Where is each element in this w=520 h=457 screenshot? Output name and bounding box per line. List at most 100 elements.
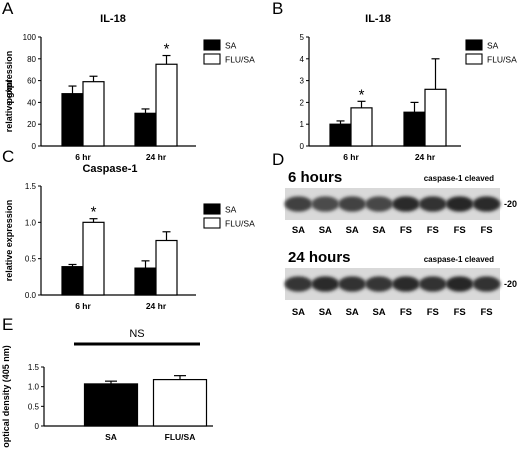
panel-a-legend-swatch-sa <box>203 39 221 51</box>
panel-e-bar-sa <box>83 383 139 427</box>
blot-strip-1: 6 hours caspase-1 cleaved SA SA SA SA FS FS FS FS… <box>284 169 517 236</box>
panel-e-category-label: FLU/SA <box>165 432 196 442</box>
panel-c-ytick-label: 0.5 <box>25 255 37 264</box>
blot-strip-2-lane-label: SA <box>319 307 332 318</box>
panel-a-category-label: 24 hr <box>146 152 167 162</box>
blot-strip-2-band <box>418 276 447 292</box>
panel-a-legend-swatch-flu-sa <box>203 53 221 65</box>
panel-a-ytick-label: 0 <box>32 142 37 151</box>
blot-strip-1-lane-label: FS <box>480 225 492 236</box>
panel-a-legend-label-flu-sa: FLU/SA <box>225 55 255 65</box>
panel-c-ytick-label: 1.5 <box>25 182 37 191</box>
panel-a-significance-mark: * <box>164 41 170 58</box>
panel-b-title: IL-18 <box>365 13 391 25</box>
panel-a-il18-protein-chart: A IL-18 0 20 40 60 80 100 pg/ml 6 hr * 24 hr SA FLU… <box>2 0 255 162</box>
panel-c-bar-flu-sa-6-hr <box>82 221 105 296</box>
panel-a-title: IL-18 <box>100 13 126 25</box>
panel-c-ytick-label: 0.0 <box>25 291 37 300</box>
panel-a-legend-label-sa: SA <box>225 41 237 51</box>
blot-strip-2-lane-label: FS <box>427 307 439 318</box>
panel-e-comparison-label: NS <box>129 328 144 340</box>
blot-strip-1-band <box>445 196 474 212</box>
panel-c-legend-swatch-flu-sa <box>203 217 221 229</box>
panel-a-bar-flu-sa-24-hr <box>155 63 178 147</box>
panel-b-ytick-label: 5 <box>300 33 305 42</box>
panel-b-bar-sa-6-hr <box>329 123 352 147</box>
panel-e-ytick-label: 1.0 <box>28 383 40 392</box>
blot-strip-1-lane-label: SA <box>292 225 305 236</box>
blot-strip-1-lane-label: SA <box>319 225 332 236</box>
blot-strip-1-lane-label: FS <box>427 225 439 236</box>
blot-strip-2-lane-label: SA <box>292 307 305 318</box>
panel-b-bar-sa-24-hr <box>403 111 426 147</box>
blot-strip-1-band <box>284 196 313 212</box>
panel-b-bar-flu-sa-24-hr <box>424 88 447 147</box>
panel-b-bar-flu-sa-6-hr <box>350 107 373 147</box>
blot-strip-2-lane-label: FS <box>480 307 492 318</box>
panel-b-ytick-label: 1 <box>300 120 305 129</box>
blot-strip-2-band <box>284 276 313 292</box>
panel-e-y-axis-label: optical density (405 nm) <box>1 345 11 448</box>
panel-b-plot: 0 1 2 3 4 5 relative expression * 6 hr 24 hr SA FLU… <box>4 33 517 162</box>
blot-strip-2-lane-label: FS <box>454 307 466 318</box>
panel-letter-a: A <box>2 0 14 18</box>
blot-strip-2-band <box>391 276 420 292</box>
panel-letter-d: D <box>272 150 284 169</box>
blot-strip-1-lane-label: SA <box>346 225 359 236</box>
panel-e-ytick-label: 0 <box>35 422 40 431</box>
panel-d-western-blot: D 6 hours caspase-1 cleaved SA SA SA SA FS FS FS… <box>272 150 517 318</box>
blot-strip-2-time-label: 24 hours <box>288 249 351 266</box>
panel-a-ytick-label: 20 <box>27 120 36 129</box>
blot-strip-2-band <box>445 276 474 292</box>
panel-a-plot: 0 20 40 60 80 100 pg/ml 6 hr * 24 hr SA FLU/SA <box>4 33 255 162</box>
panel-a-bar-flu-sa-6-hr <box>82 81 105 147</box>
blot-strip-1-band <box>365 196 394 212</box>
panel-e-category-label: SA <box>105 432 117 442</box>
blot-strip-1-band <box>338 196 367 212</box>
panel-c-significance-mark: * <box>91 204 97 221</box>
panel-b-legend-swatch-flu-sa <box>465 53 483 65</box>
panel-e-ytick-label: 0.5 <box>28 402 40 411</box>
blot-strip-1-lane-label: SA <box>372 225 385 236</box>
panel-c-category-label: 6 hr <box>75 301 91 311</box>
blot-strip-2-band-note: caspase-1 cleaved <box>424 255 494 264</box>
panel-c-category-label: 24 hr <box>146 301 167 311</box>
panel-c-legend-label-flu-sa: FLU/SA <box>225 219 255 229</box>
panel-c-legend-swatch-sa <box>203 203 221 215</box>
panel-c-legend-label-sa: SA <box>225 205 237 215</box>
panel-b-category-label: 24 hr <box>415 152 436 162</box>
panel-c-ytick-label: 1.0 <box>25 218 37 227</box>
panel-a-ytick-label: 40 <box>27 98 36 107</box>
panel-e-plot: 0 0.5 1.0 1.5 optical density (405 nm) SA FLU/… <box>1 328 213 448</box>
blot-strip-2-band <box>365 276 394 292</box>
panel-a-ytick-label: 100 <box>23 33 37 42</box>
blot-strip-2-band <box>338 276 367 292</box>
blot-strip-1-band <box>472 196 501 212</box>
blot-strip-1-time-label: 6 hours <box>288 169 342 186</box>
panel-b-ytick-label: 4 <box>300 55 305 64</box>
blot-strip-1-band <box>391 196 420 212</box>
blot-strip-2-lane-label: SA <box>346 307 359 318</box>
panel-e-bar-flu-sa <box>152 378 208 427</box>
panel-e-optical-density-chart: E 0 0.5 1.0 1.5 optical density (405 nm) SA FL… <box>1 315 213 448</box>
panel-c-bar-flu-sa-24-hr <box>155 239 178 296</box>
blot-strip-1-band <box>418 196 447 212</box>
panel-b-il18-expression-chart: B IL-18 0 1 2 3 4 5 relative expression * 6 hr 24… <box>4 0 517 162</box>
blot-strip-2-band <box>472 276 501 292</box>
blot-strip-1-band <box>311 196 340 212</box>
blot-strip-1-lane-label: FS <box>454 225 466 236</box>
panel-b-ytick-label: 3 <box>300 77 305 86</box>
panel-letter-c: C <box>2 147 14 166</box>
panel-b-significance-mark: * <box>359 86 365 103</box>
panel-a-ytick-label: 80 <box>27 55 36 64</box>
panel-e-ytick-label: 1.5 <box>28 363 40 372</box>
panel-a-y-axis-label: pg/ml <box>4 80 14 104</box>
panel-b-ytick-label: 0 <box>300 142 305 151</box>
panel-c-bar-sa-24-hr <box>134 267 157 296</box>
blot-strip-2-lane-label: SA <box>372 307 385 318</box>
panel-c-bar-sa-6-hr <box>61 266 84 296</box>
panel-b-legend-label-sa: SA <box>487 41 499 51</box>
blot-strip-2-lane-label: FS <box>400 307 412 318</box>
panel-b-legend-label-flu-sa: FLU/SA <box>487 55 517 65</box>
